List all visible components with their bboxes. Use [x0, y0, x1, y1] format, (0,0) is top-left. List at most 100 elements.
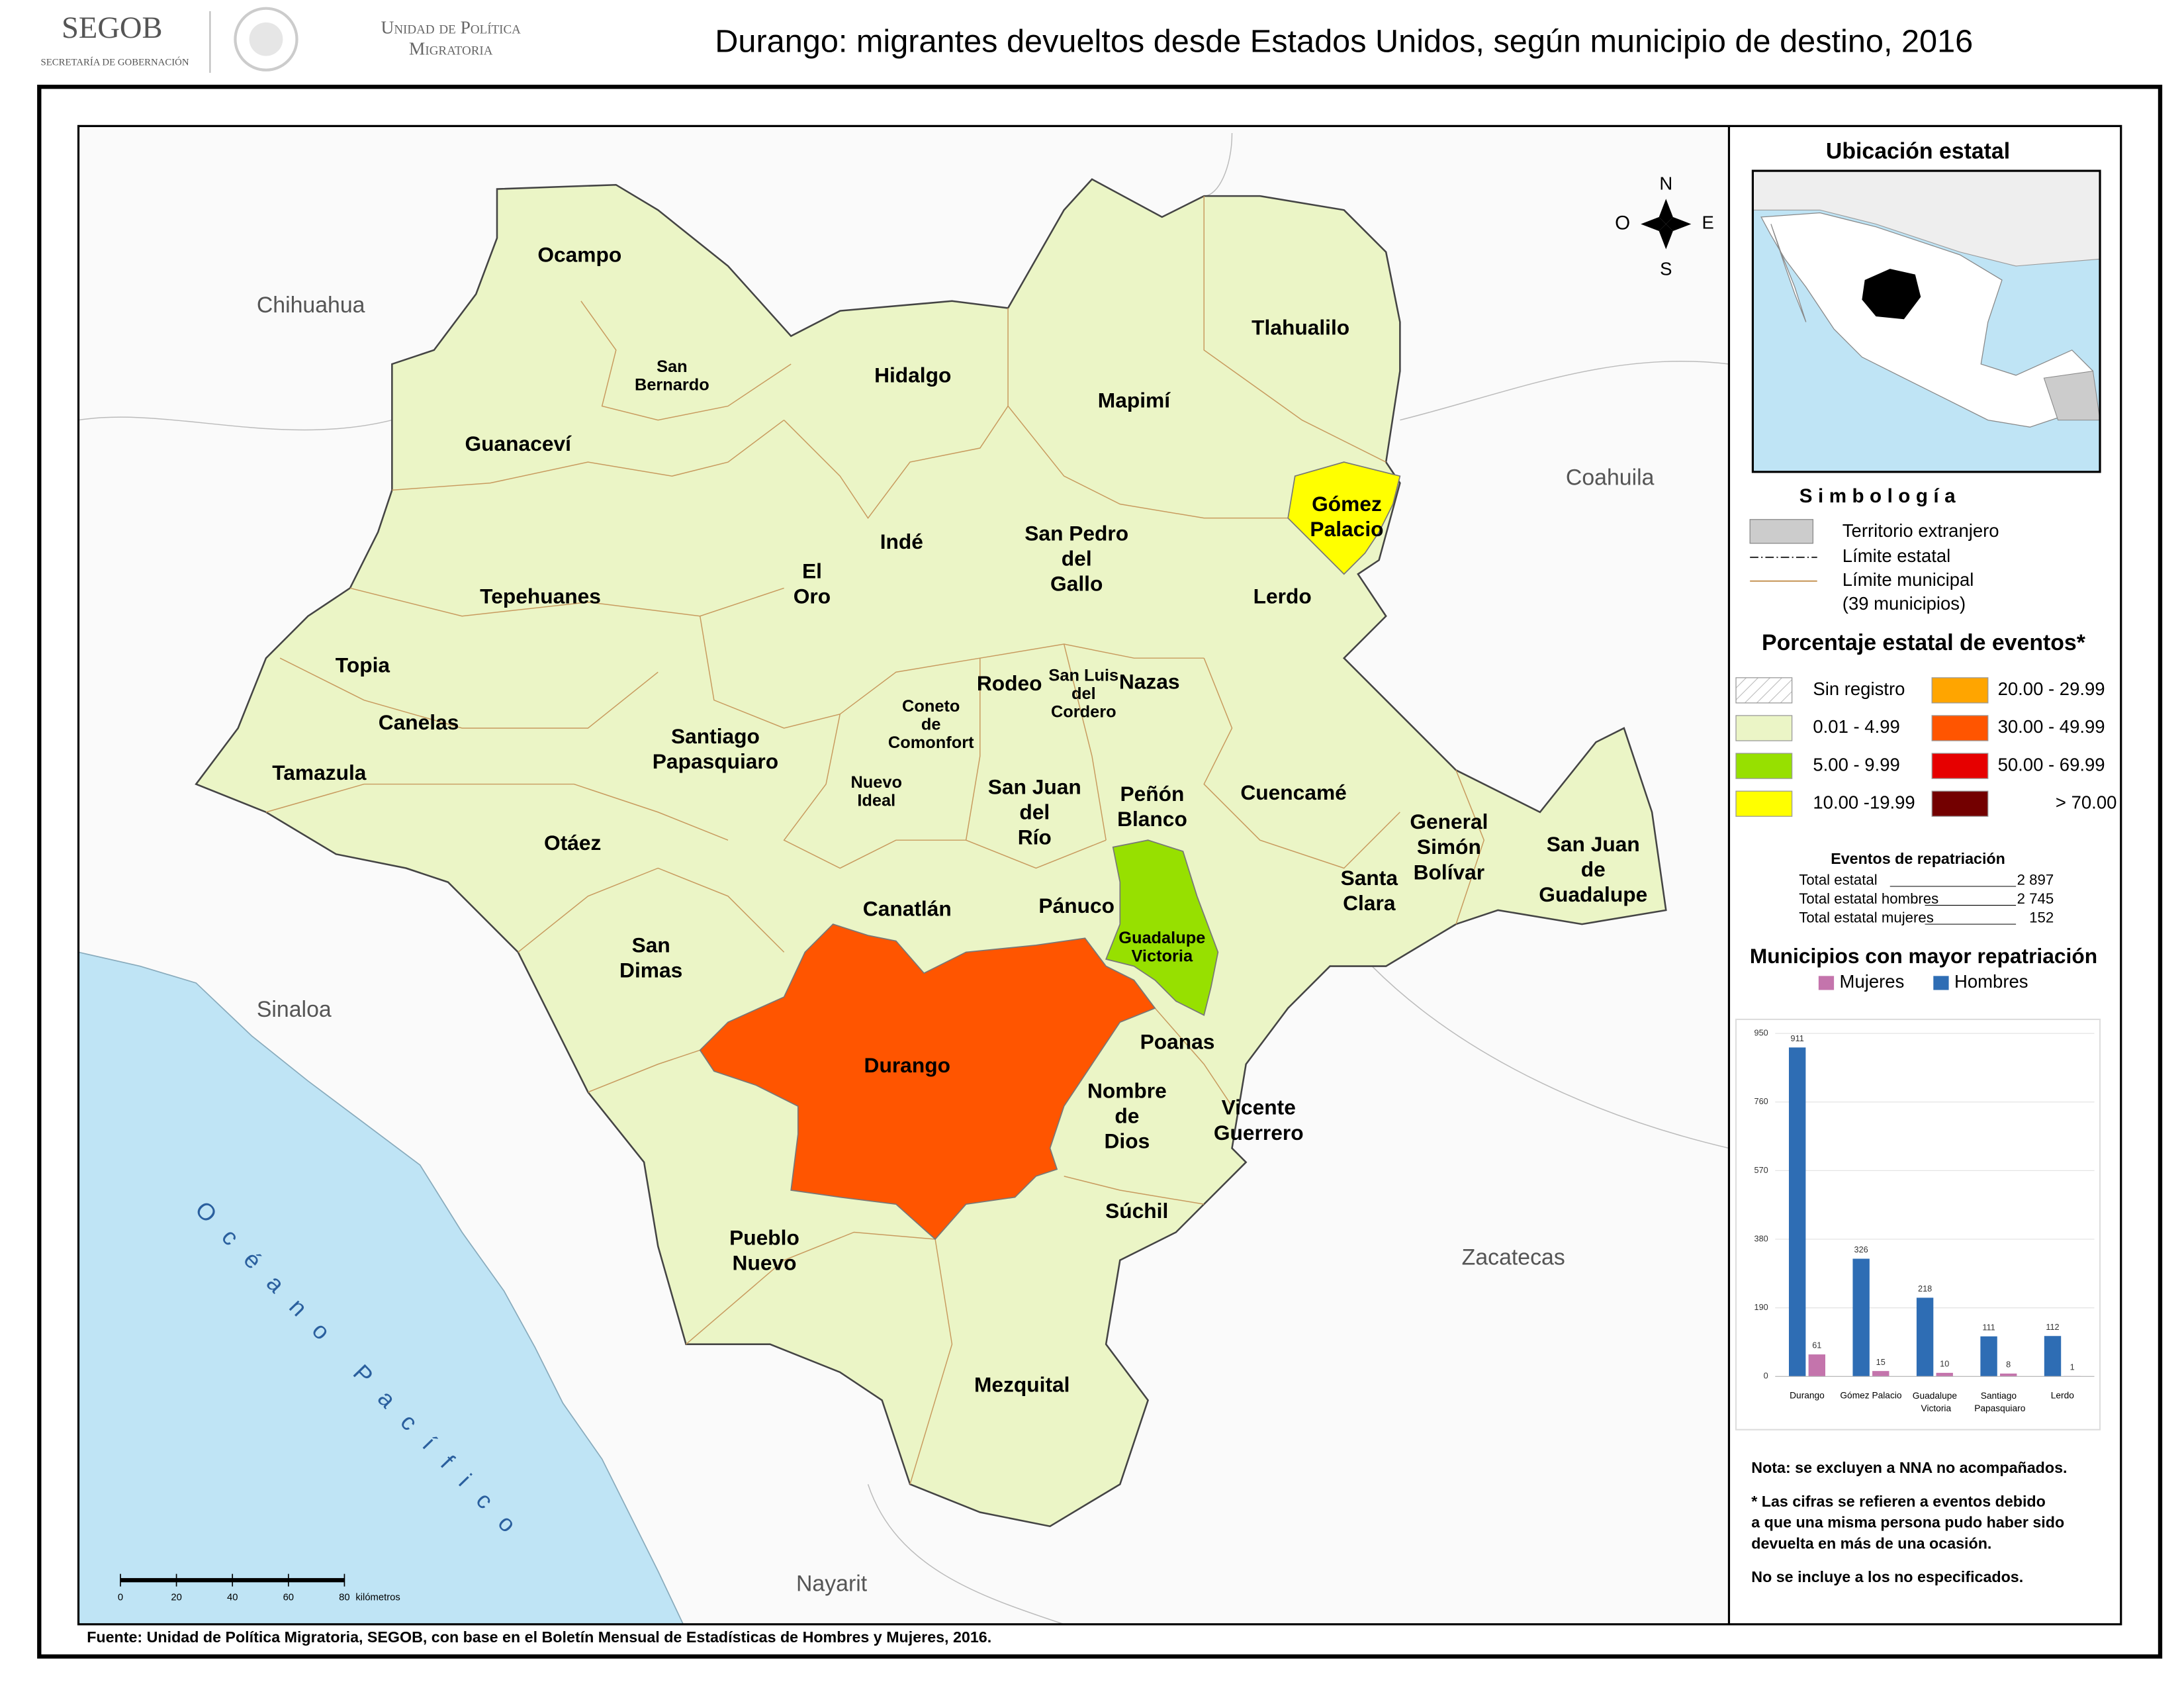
total-label: Total estatal	[1799, 871, 1878, 888]
value-label: 112	[2046, 1323, 2059, 1332]
class-swatch	[1735, 753, 1793, 779]
municipality-label: Nuevo	[850, 773, 902, 792]
value-label: 218	[1918, 1284, 1932, 1293]
neighbor-borders	[78, 132, 1729, 1624]
header: SEGOB SECRETARÍA DE GOBERNACIÓN Unidad d…	[40, 7, 1973, 73]
totals: Total estatal 2 897 Total estatal hombres 2…	[1799, 871, 2054, 925]
municipality-label: Bernardo	[635, 375, 709, 394]
municipal-borders	[265, 196, 1485, 1485]
municipality-label: Peñón	[1120, 782, 1184, 806]
municipality-label: Guanaceví	[465, 432, 572, 455]
legend-label: Límite municipal	[1843, 569, 1974, 590]
class-swatch	[1735, 715, 1793, 741]
class-label: 0.01 - 4.99	[1813, 716, 1899, 737]
bar	[1808, 1354, 1825, 1377]
class-label: 20.00 - 29.99	[1998, 679, 2105, 699]
value-label: 61	[1812, 1341, 1821, 1350]
neighbor-label: Nayarit	[796, 1571, 868, 1596]
y-tick-label: 950	[1754, 1028, 1768, 1037]
scale-tick-label: 60	[283, 1592, 294, 1603]
y-tick-label: 570	[1754, 1166, 1768, 1175]
municipality-label: El	[802, 559, 822, 583]
neighbor-label: Sinaloa	[257, 997, 332, 1022]
compass: N S E O	[1615, 173, 1714, 279]
sidebar: Ubicación estatal Simbología Territorio …	[1735, 139, 2116, 1585]
scale-tick-label: 20	[171, 1592, 181, 1603]
scale-bar: 0 20 40 60 80 kilómetros	[118, 1573, 400, 1603]
legend-title: Simbología	[1799, 485, 1961, 507]
legend-label: Mujeres	[1840, 971, 1905, 992]
note: a que una misma persona pudo haber sido	[1751, 1514, 2064, 1531]
x-tick-label: Santiago Papasquiaro	[1972, 1391, 2025, 1413]
class-swatch	[1931, 753, 1989, 779]
municipality-label: Vicente	[1222, 1096, 1296, 1119]
class-label: 10.00 -19.99	[1813, 792, 1915, 812]
legend-label: Hombres	[1954, 971, 2028, 992]
legend-swatch	[1933, 976, 1949, 990]
y-tick-label: 190	[1754, 1303, 1768, 1312]
municipality-label: Durango	[864, 1053, 950, 1077]
bar-chart: 0 190 380 570 760 950 Mujeres Hombres 61 911 Duran…	[1735, 971, 2101, 1430]
municipality-label: Pánuco	[1038, 894, 1115, 917]
class-label: 30.00 - 49.99	[1998, 716, 2105, 737]
municipality-label: San	[632, 933, 670, 957]
total-value: 2 745	[2017, 890, 2054, 907]
municipality-label: Nazas	[1119, 670, 1180, 694]
value-label: 111	[1982, 1323, 1995, 1332]
municipality-label: Cuencamé	[1240, 780, 1346, 804]
municipality-label: Hidalgo	[874, 363, 951, 387]
municipality-label: Gallo	[1050, 572, 1103, 596]
note: Nota: se excluyen a NNA no acompañados.	[1751, 1459, 2067, 1476]
neighbor-label: Coahuila	[1566, 465, 1655, 490]
municipality-label: Tamazula	[272, 761, 367, 784]
class-swatch	[1735, 677, 1793, 704]
value-label: 10	[1940, 1360, 1949, 1369]
municipality-label: Victoria	[1131, 947, 1193, 966]
class-swatch	[1931, 790, 1989, 817]
emblem	[234, 7, 298, 71]
logo: SEGOB	[62, 11, 163, 45]
class-label: Sin registro	[1813, 679, 1905, 699]
bar	[2044, 1336, 2062, 1377]
neighbor-label: Chihuahua	[257, 293, 365, 318]
source: Fuente: Unidad de Política Migratoria, S…	[87, 1628, 991, 1646]
scale-unit: kilómetros	[355, 1592, 400, 1603]
municipality-label: San Juan	[1547, 832, 1640, 856]
location-inset	[1751, 169, 2101, 473]
municipality-label: Ideal	[857, 792, 895, 810]
x-tick-label: Guadalupe Victoria	[1913, 1391, 1958, 1413]
municipality-label: Oro	[794, 585, 831, 608]
map-frame	[77, 124, 2122, 1626]
municipality-label: Canelas	[379, 710, 459, 734]
municipality-label: Guadalupe	[1539, 882, 1647, 906]
bar	[1999, 1373, 2017, 1377]
municipality-label: Indé	[880, 530, 923, 553]
municipality-label: Gómez	[1312, 492, 1382, 516]
municipality-label: del	[1019, 800, 1050, 823]
municipality-area	[699, 923, 1156, 1241]
x-tick-label: Lerdo	[2051, 1391, 2074, 1401]
municipality-label: Santiago	[671, 724, 760, 748]
municipality-label: Coneto	[902, 697, 960, 716]
municipality-label: de	[1115, 1103, 1139, 1127]
total-value: 2 897	[2017, 871, 2054, 888]
page-title: Durango: migrantes devueltos desde Estad…	[715, 23, 1973, 59]
municipality-label: Guadalupe	[1118, 929, 1205, 947]
classes-title: Porcentaje estatal de eventos*	[1762, 630, 2086, 655]
municipality-label: Dimas	[619, 958, 682, 982]
bar	[1852, 1258, 1870, 1377]
chart-title: Municipios con mayor repatriación	[1750, 944, 2097, 968]
municipality-label: Clara	[1343, 891, 1396, 915]
y-tick-label: 760	[1754, 1097, 1768, 1106]
municipality-label: Bolívar	[1414, 860, 1485, 884]
legend-swatch	[1818, 976, 1835, 990]
unit-name: Unidad de Política	[381, 18, 521, 38]
legend-swatch	[1749, 519, 1814, 544]
x-tick-label: Gómez Palacio	[1840, 1391, 1901, 1401]
notes: Nota: se excluyen a NNA no acompañados. *…	[1751, 1459, 2067, 1585]
ocean	[78, 951, 684, 1624]
municipality-label: Otáez	[544, 831, 601, 855]
municipality-label: General	[1410, 810, 1488, 833]
municipality-label: Río	[1018, 825, 1052, 849]
municipality-label: de	[921, 715, 941, 733]
